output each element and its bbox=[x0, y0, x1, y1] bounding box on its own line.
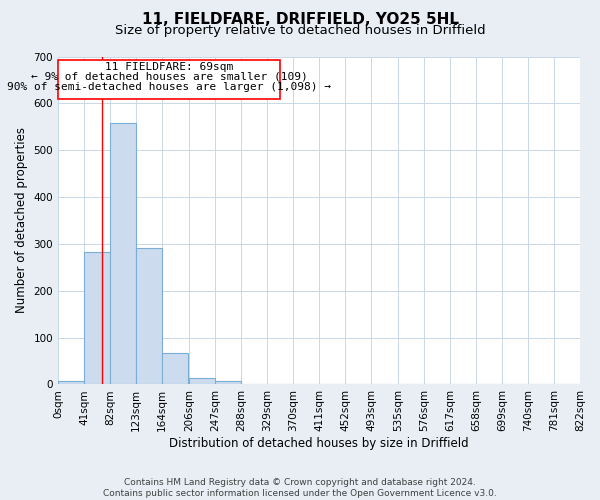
Bar bbox=[110, 123, 136, 384]
Bar bbox=[136, 248, 162, 384]
Text: Contains HM Land Registry data © Crown copyright and database right 2024.
Contai: Contains HM Land Registry data © Crown c… bbox=[103, 478, 497, 498]
Text: ← 9% of detached houses are smaller (109): ← 9% of detached houses are smaller (109… bbox=[31, 72, 308, 82]
Y-axis label: Number of detached properties: Number of detached properties bbox=[15, 128, 28, 314]
Bar bbox=[189, 378, 215, 384]
Text: 11 FIELDFARE: 69sqm: 11 FIELDFARE: 69sqm bbox=[105, 62, 233, 72]
Text: 11, FIELDFARE, DRIFFIELD, YO25 5HL: 11, FIELDFARE, DRIFFIELD, YO25 5HL bbox=[142, 12, 458, 28]
X-axis label: Distribution of detached houses by size in Driffield: Distribution of detached houses by size … bbox=[169, 437, 469, 450]
Text: 90% of semi-detached houses are larger (1,098) →: 90% of semi-detached houses are larger (… bbox=[7, 82, 331, 92]
Bar bbox=[84, 252, 110, 384]
Bar bbox=[162, 353, 188, 384]
FancyBboxPatch shape bbox=[58, 60, 280, 98]
Bar bbox=[58, 380, 84, 384]
Text: Size of property relative to detached houses in Driffield: Size of property relative to detached ho… bbox=[115, 24, 485, 37]
Bar bbox=[215, 380, 241, 384]
